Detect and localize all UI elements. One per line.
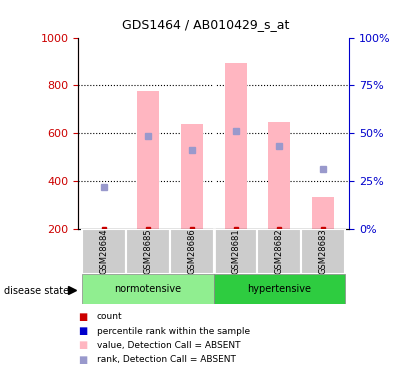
Text: GDS1464 / AB010429_s_at: GDS1464 / AB010429_s_at bbox=[122, 18, 289, 31]
Bar bbox=[170, 229, 214, 274]
Bar bbox=[137, 91, 159, 229]
Text: GSM28684: GSM28684 bbox=[100, 228, 109, 274]
Bar bbox=[83, 274, 214, 304]
Text: hypertensive: hypertensive bbox=[247, 284, 312, 294]
Text: ■: ■ bbox=[78, 326, 88, 336]
Bar bbox=[181, 124, 203, 229]
Text: GSM28682: GSM28682 bbox=[275, 228, 284, 274]
Bar bbox=[257, 229, 301, 274]
Bar bbox=[312, 197, 334, 229]
Bar bbox=[225, 63, 247, 229]
Bar bbox=[268, 122, 290, 229]
Text: percentile rank within the sample: percentile rank within the sample bbox=[97, 327, 250, 336]
Bar bbox=[126, 229, 170, 274]
Text: GSM28685: GSM28685 bbox=[143, 228, 152, 274]
Text: disease state: disease state bbox=[4, 286, 69, 296]
Text: rank, Detection Call = ABSENT: rank, Detection Call = ABSENT bbox=[97, 355, 236, 364]
Text: ■: ■ bbox=[78, 340, 88, 350]
Bar bbox=[83, 229, 126, 274]
Text: ■: ■ bbox=[78, 312, 88, 322]
Text: value, Detection Call = ABSENT: value, Detection Call = ABSENT bbox=[97, 341, 240, 350]
Text: GSM28681: GSM28681 bbox=[231, 228, 240, 274]
Text: normotensive: normotensive bbox=[115, 284, 182, 294]
Bar bbox=[301, 229, 345, 274]
Bar bbox=[214, 229, 257, 274]
Bar bbox=[214, 274, 345, 304]
Text: GSM28686: GSM28686 bbox=[187, 228, 196, 274]
Text: GSM28683: GSM28683 bbox=[319, 228, 328, 274]
Text: count: count bbox=[97, 312, 122, 321]
Text: ■: ■ bbox=[78, 355, 88, 364]
